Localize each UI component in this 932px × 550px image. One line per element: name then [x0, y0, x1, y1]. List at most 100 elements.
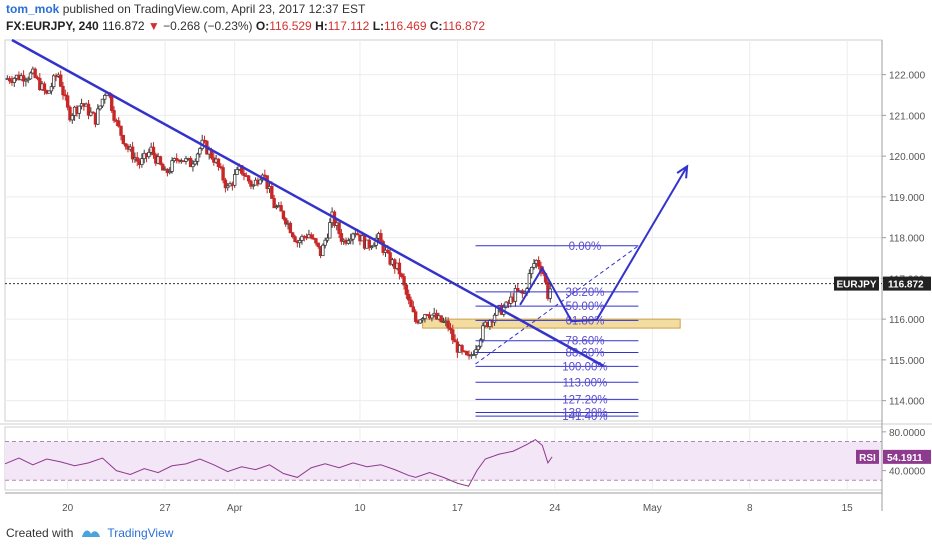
candle-body	[400, 273, 404, 277]
candle-body	[135, 157, 139, 162]
candle-body	[77, 105, 81, 114]
candle-body	[323, 239, 327, 246]
symbol-interval: FX:EURJPY, 240	[6, 19, 99, 33]
candle-body	[242, 172, 246, 176]
y-tick-label: 119.000	[889, 193, 925, 204]
candle-body	[116, 120, 121, 127]
candle-body	[161, 163, 165, 171]
price-tag-symbol: EURJPY	[836, 280, 876, 291]
candle-body	[402, 276, 406, 286]
candle-body	[348, 238, 353, 242]
fib-dashed-baseline	[475, 245, 639, 365]
trend-drawings	[11, 38, 689, 368]
published-text: published on TradingView.com, April 23, …	[62, 2, 366, 16]
x-tick-label: 15	[842, 503, 854, 514]
symbol-line: FX:EURJPY, 240 116.872 ▼ −0.268 (−0.23%)…	[6, 19, 485, 33]
candle-body	[279, 205, 283, 212]
candle-body	[290, 232, 295, 238]
candle-body	[321, 244, 325, 257]
candle-body	[174, 158, 179, 161]
x-tick-label: 20	[62, 503, 74, 514]
x-tick-label: May	[643, 503, 662, 514]
candle-body	[188, 157, 193, 168]
candle-body	[288, 222, 293, 234]
candle-body	[246, 175, 251, 182]
candle-body	[404, 284, 409, 295]
candle-body	[147, 151, 151, 158]
x-tick-label: 24	[549, 503, 561, 514]
price-tag-value: 116.872	[888, 280, 924, 291]
publisher-line: tom_mok published on TradingView.com, Ap…	[6, 2, 365, 16]
candle-body	[42, 83, 47, 91]
candle-body	[548, 288, 552, 299]
candle-body	[123, 143, 128, 147]
candle-body	[100, 98, 105, 107]
candle-body	[58, 74, 63, 87]
price-pane-frame	[4, 39, 883, 422]
candle-body	[12, 77, 16, 83]
y-tick-label: 121.000	[889, 111, 926, 122]
candle-body	[328, 222, 332, 239]
high-value: 117.112	[327, 19, 370, 33]
candle-body	[52, 75, 56, 88]
candle-body	[47, 90, 51, 94]
candle-body	[316, 242, 320, 247]
axes: 122.000121.000120.000119.000118.000117.0…	[5, 40, 931, 514]
candle-body	[270, 185, 274, 199]
fib-level-label: 38.20%	[565, 287, 604, 299]
low-value: 116.469	[384, 19, 427, 33]
candle-body	[420, 318, 425, 321]
candle-body	[70, 115, 74, 121]
candle-body	[274, 206, 279, 209]
change-down-icon: ▼	[147, 19, 160, 33]
y-tick-label: 120.000	[889, 152, 926, 163]
candle-body	[202, 139, 207, 142]
candle-body	[193, 160, 197, 165]
last-price: 116.872	[102, 19, 145, 33]
support-zone	[422, 318, 681, 329]
candle-body	[492, 314, 497, 323]
fib-level-label: 0.00%	[569, 241, 602, 253]
candle-body	[406, 293, 411, 301]
candle-body	[453, 339, 457, 343]
candle-body	[351, 233, 355, 240]
candle-body	[504, 301, 508, 308]
candle-body	[26, 78, 30, 81]
tradingview-logo-icon[interactable]	[81, 527, 101, 539]
candle-body	[465, 351, 469, 356]
candle-body	[195, 153, 200, 162]
candle-body	[379, 233, 383, 242]
rsi-tag-label: RSI	[859, 453, 876, 464]
candle-body	[98, 105, 102, 110]
candle-body	[446, 320, 450, 329]
created-with-text: Created with	[6, 526, 74, 540]
candle-body	[168, 171, 172, 174]
candle-body	[249, 180, 253, 187]
support-zone-rect	[422, 318, 681, 329]
y-tick-label: 114.000	[889, 397, 925, 408]
publisher-username[interactable]: tom_mok	[6, 2, 60, 16]
candle-body	[388, 252, 392, 265]
candle-body	[386, 249, 390, 254]
tradingview-link[interactable]: TradingView	[107, 526, 174, 540]
y-tick-label: 116.000	[889, 315, 925, 326]
candle-body	[103, 94, 107, 100]
candle-body	[110, 95, 114, 111]
price-change: −0.268 (−0.23%)	[163, 19, 253, 33]
candle-body	[170, 160, 174, 172]
x-tick-label: 10	[354, 503, 366, 514]
low-label: L:	[372, 19, 385, 33]
candle-body	[219, 166, 223, 169]
candle-body	[367, 239, 371, 248]
candle-body	[346, 240, 351, 244]
forecast-path	[519, 165, 688, 323]
candle-body	[481, 325, 485, 341]
y-tick-label: 118.000	[889, 234, 925, 245]
candle-body	[513, 288, 518, 302]
candle-body	[293, 236, 297, 242]
candle-body	[86, 103, 91, 116]
candle-body	[300, 235, 304, 241]
rsi-band	[5, 441, 882, 481]
fib-level-label: 127.20%	[562, 394, 607, 406]
rsi-tag-value: 54.1911	[887, 453, 923, 464]
